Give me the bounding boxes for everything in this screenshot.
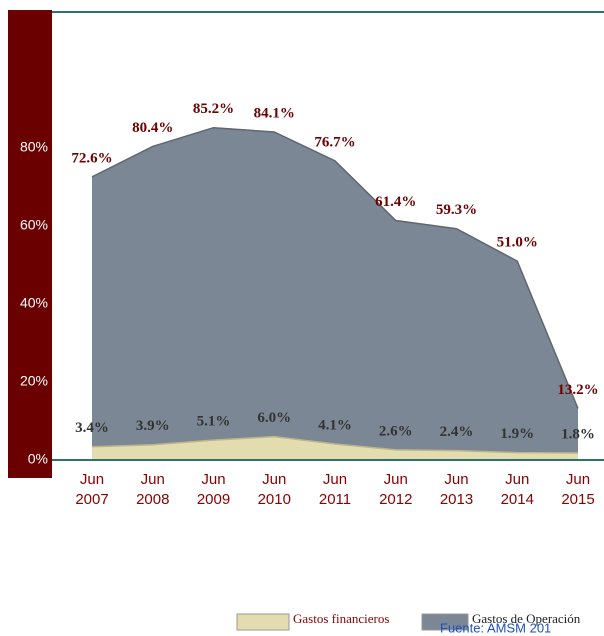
data-label: 4.1% [318,417,352,433]
x-tick-label: Jun 2013 [439,471,474,508]
data-label: 61.4% [375,194,416,210]
y-tick-label: 40% [20,295,48,311]
data-label: 2.6% [379,423,413,439]
data-label: 1.8% [561,426,595,442]
data-label: 72.6% [71,150,112,166]
legend-swatch [421,613,469,631]
data-label: 3.9% [136,418,170,434]
legend-label: Gastos de Operación [472,611,581,626]
data-label: 84.1% [254,105,295,121]
data-label: 3.4% [75,420,109,436]
axis-band [8,10,52,478]
data-label: 59.3% [436,202,477,218]
source: Fuente: AMSM 201 [440,620,551,635]
legend-label: Gastos financieros [293,611,389,626]
area-line [91,126,579,409]
y-tick-label: 20% [20,373,48,389]
data-label: 1.9% [500,426,534,442]
x-tick-label: Jun 2009 [196,471,231,508]
data-label: 76.7% [314,134,355,150]
y-tick-label: 80% [20,139,48,155]
data-label: 6.0% [257,410,291,426]
x-tick-label: Jun 2012 [379,471,413,508]
x-tick-label: Jun 2008 [136,471,170,508]
data-label: 5.1% [197,414,231,430]
data-label: 51.0% [497,235,538,251]
y-tick-label: 60% [20,217,48,233]
y-tick-label: 0% [28,451,48,467]
area [92,127,578,460]
area-line [91,435,579,454]
x-tick-label: Jun 2014 [500,471,534,508]
x-tick-label: Jun 2011 [318,471,352,508]
x-tick-label: Jun 2015 [561,471,595,508]
data-label: 80.4% [132,120,173,136]
data-label: 13.2% [557,382,598,398]
area [92,436,578,460]
x-tick-label: Jun 2007 [75,471,109,508]
data-label: 2.4% [440,424,474,440]
legend-swatch [236,613,290,631]
data-label: 85.2% [193,101,234,117]
x-tick-label: Jun 2010 [257,471,291,508]
